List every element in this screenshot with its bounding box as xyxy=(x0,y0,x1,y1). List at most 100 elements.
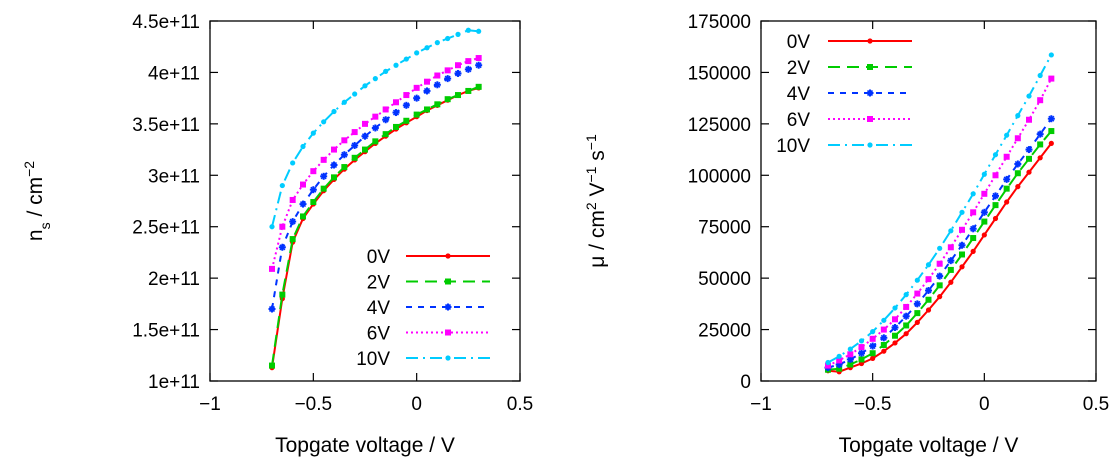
right-data-point xyxy=(858,338,865,344)
left-data-point xyxy=(413,111,420,118)
left-data-point xyxy=(310,199,317,206)
left-legend-marker xyxy=(445,278,451,285)
right-legend-marker xyxy=(867,38,873,44)
right-data-point xyxy=(892,305,898,311)
right-data-point xyxy=(948,279,954,285)
left-data-point xyxy=(465,27,471,33)
left-data-point xyxy=(444,96,451,103)
left-data-point xyxy=(434,101,441,108)
right-series-line-0V xyxy=(827,142,1053,373)
left-data-point xyxy=(475,55,482,62)
left-data-point xyxy=(269,362,275,369)
right-data-point xyxy=(880,342,887,348)
right-data-point xyxy=(958,241,966,249)
left-data-point xyxy=(351,154,358,161)
left-data-point xyxy=(372,76,378,82)
left-data-point xyxy=(371,124,379,132)
right-legend-marker xyxy=(866,89,874,97)
left-data-point xyxy=(434,40,440,46)
left-data-point xyxy=(433,81,441,89)
left-y-tick-label: 1.5e+11 xyxy=(132,321,200,342)
left-data-point xyxy=(290,160,296,166)
right-data-point xyxy=(1048,75,1055,82)
left-data-point xyxy=(454,69,462,77)
left-data-point xyxy=(300,213,306,220)
right-data-point xyxy=(847,361,854,368)
right-data-point xyxy=(970,209,977,216)
left-plot-frame xyxy=(209,20,521,382)
right-data-point xyxy=(981,232,987,238)
right-data-point xyxy=(947,266,954,273)
right-data-point xyxy=(1004,132,1010,138)
right-data-point xyxy=(947,244,954,251)
right-data-point xyxy=(836,353,842,359)
left-data-point xyxy=(362,146,368,153)
right-data-point xyxy=(1003,153,1010,160)
right-series-10V xyxy=(825,52,1054,366)
left-legend-label: 0V xyxy=(367,247,391,268)
left-data-point xyxy=(403,56,409,62)
left-data-point xyxy=(465,58,472,65)
right-x-tick-label: 0.5 xyxy=(1083,394,1109,415)
right-legend-label: 10V xyxy=(776,136,810,157)
left-data-point xyxy=(455,31,461,37)
right-data-point xyxy=(1037,141,1044,148)
right-data-point xyxy=(880,334,888,342)
left-data-point xyxy=(331,108,337,115)
right-y-tick-label: 125000 xyxy=(688,115,751,136)
right-legend-label: 6V xyxy=(787,110,811,131)
left-data-point xyxy=(309,186,317,194)
right-data-point xyxy=(992,172,999,179)
left-y-tick-label: 3e+11 xyxy=(148,166,200,187)
left-series-10V xyxy=(269,27,482,230)
left-data-point xyxy=(320,156,327,163)
right-data-point xyxy=(1004,199,1010,205)
right-data-point xyxy=(959,226,965,233)
right-data-point xyxy=(948,228,954,234)
left-x-tick-label: 0.5 xyxy=(507,394,533,415)
left-data-point xyxy=(268,305,276,313)
right-data-point xyxy=(992,215,999,222)
left-series-line-6V xyxy=(271,57,479,270)
right-data-point xyxy=(1047,115,1055,123)
right-data-point xyxy=(970,191,976,197)
left-data-point xyxy=(279,223,286,230)
right-data-point xyxy=(1037,97,1044,104)
right-y-tick-label: 150000 xyxy=(688,63,751,84)
left-data-point xyxy=(403,117,410,124)
right-x-tick-label: −0.5 xyxy=(854,394,892,415)
left-series-2V xyxy=(269,83,482,369)
right-data-point xyxy=(937,245,943,251)
left-data-point xyxy=(382,131,389,138)
right-series-6V xyxy=(825,75,1055,369)
right-data-point xyxy=(903,303,910,310)
left-data-point xyxy=(455,62,461,69)
right-y-tick-label: 175000 xyxy=(688,12,751,33)
right-data-point xyxy=(1048,140,1054,146)
left-data-point xyxy=(310,168,317,175)
right-x-axis-label: Topgate voltage / V xyxy=(839,434,1019,457)
right-data-point xyxy=(1014,170,1021,177)
right-data-point xyxy=(970,248,976,254)
right-data-point xyxy=(903,322,910,329)
right-data-point xyxy=(902,312,910,320)
right-data-point xyxy=(1014,160,1022,168)
right-data-point xyxy=(914,310,921,317)
right-series-4V xyxy=(824,115,1055,372)
left-data-point xyxy=(393,62,399,68)
right-data-point xyxy=(980,208,988,216)
right-data-point xyxy=(858,349,865,357)
right-data-point xyxy=(936,282,943,289)
right-legend: 0V 2V 4V 6V 10V xyxy=(776,32,912,157)
right-data-point xyxy=(1026,155,1032,162)
left-data-point xyxy=(475,61,483,69)
right-data-point xyxy=(914,290,921,297)
right-series-line-4V xyxy=(827,118,1053,369)
left-data-point xyxy=(413,94,421,102)
right-data-point xyxy=(1048,52,1054,58)
left-legend-marker xyxy=(445,329,451,336)
right-data-point xyxy=(969,225,977,233)
right-series-line-6V xyxy=(827,78,1053,367)
left-data-point xyxy=(424,45,430,51)
left-data-point xyxy=(444,75,452,83)
